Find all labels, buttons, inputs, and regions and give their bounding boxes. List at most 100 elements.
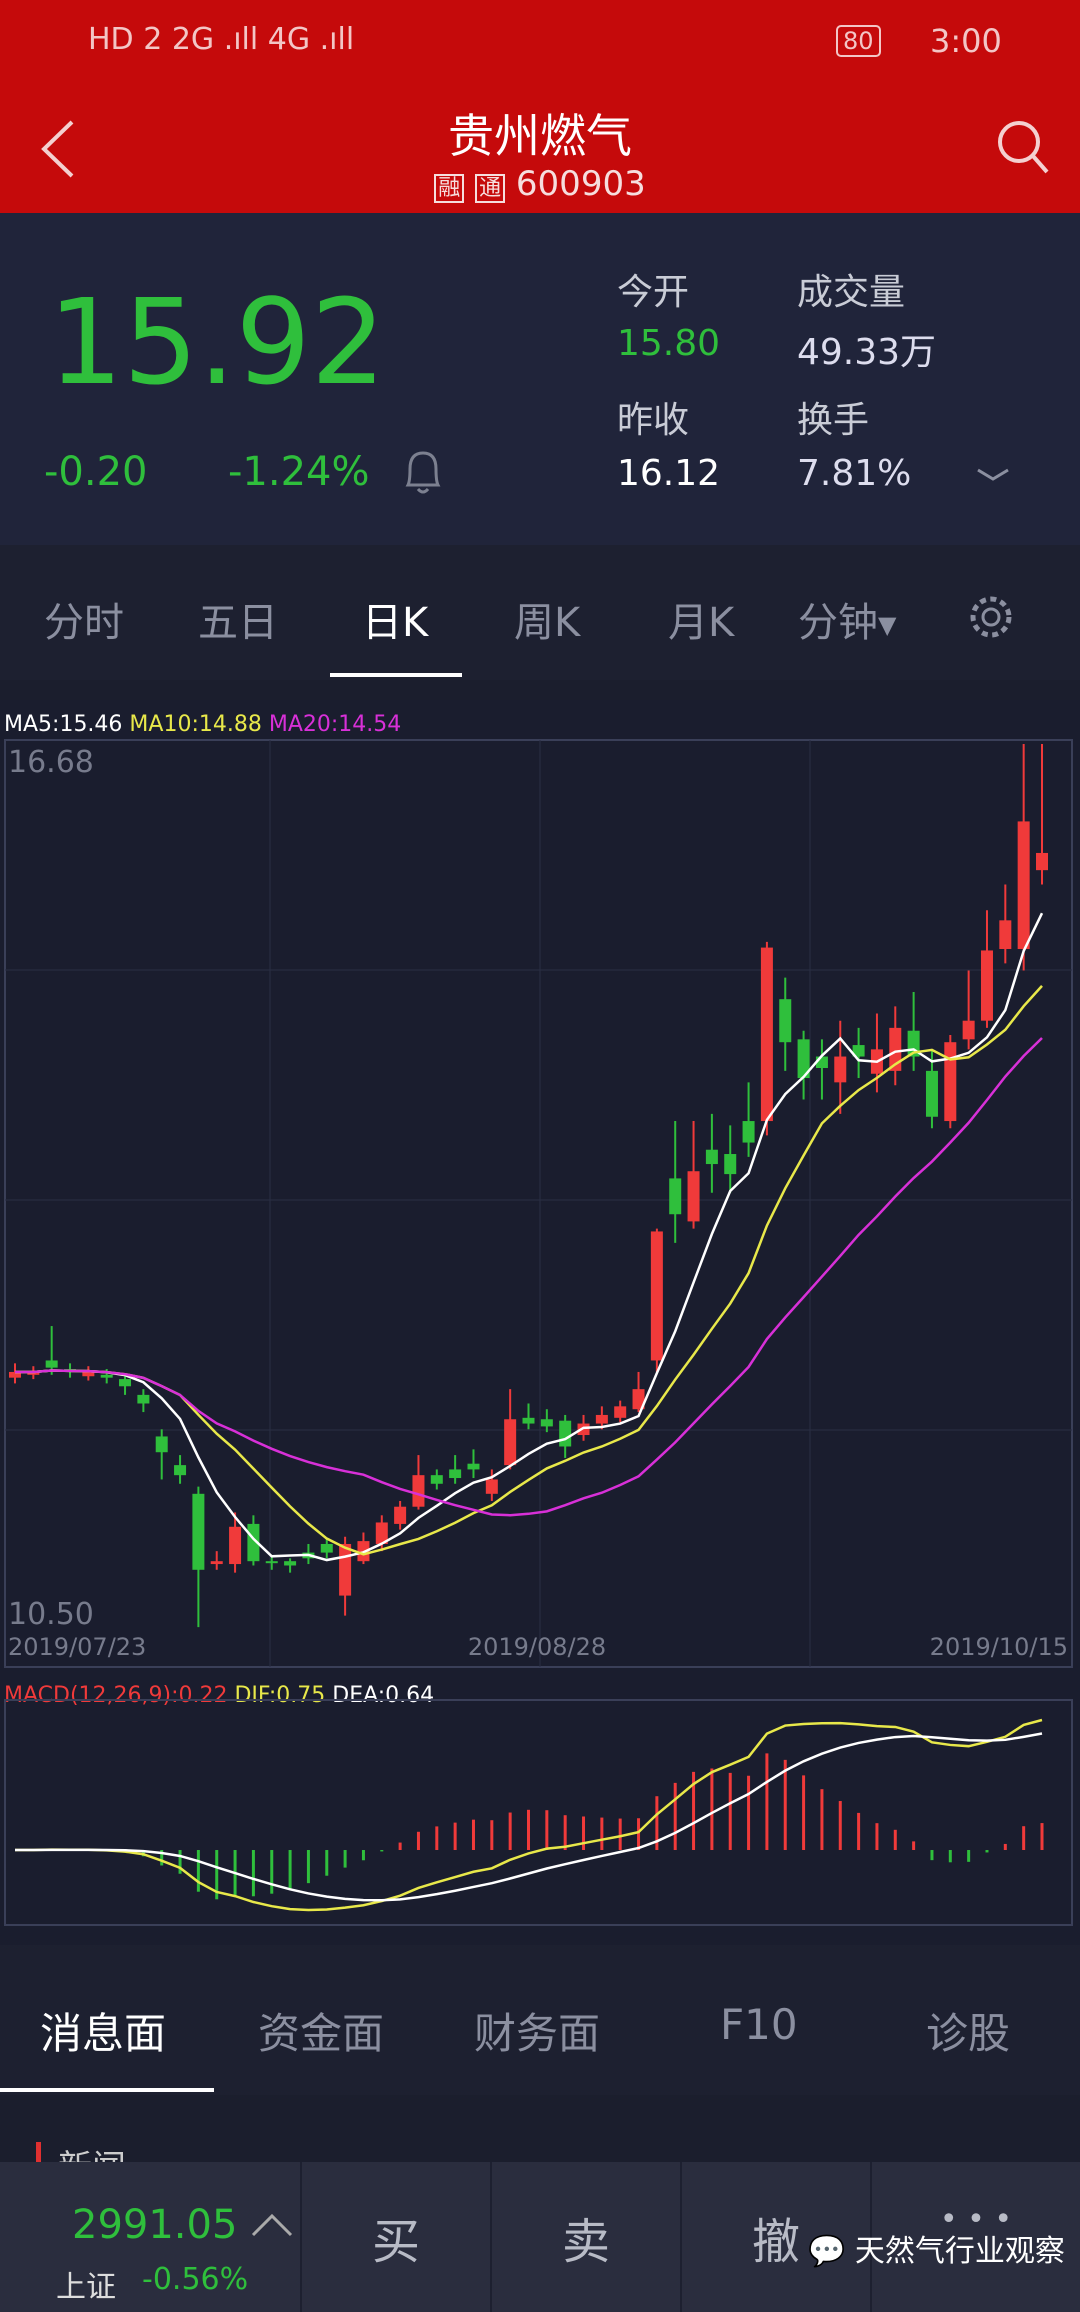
candle-body bbox=[284, 1561, 297, 1566]
buy-button[interactable]: 买 bbox=[300, 2162, 490, 2312]
x-label-end: 2019/10/15 bbox=[930, 1633, 1068, 1661]
candle-body bbox=[669, 1178, 682, 1215]
candle-body bbox=[192, 1493, 205, 1570]
tab-financial[interactable]: 财务面 bbox=[474, 2009, 601, 2058]
info-tabs: 消息面 资金面 财务面 F10 诊股 bbox=[0, 1945, 1080, 2095]
ma5-legend: MA5:15.46 bbox=[4, 712, 123, 737]
chevron-left-icon[interactable] bbox=[40, 118, 76, 180]
ma20-legend: MA20:14.54 bbox=[268, 712, 402, 737]
ma10-legend: MA10:14.88 bbox=[129, 712, 262, 737]
candle-body bbox=[229, 1526, 242, 1565]
price-change-pct: -1.24% bbox=[228, 449, 370, 495]
cancel-order-button[interactable]: 撤 bbox=[680, 2162, 870, 2312]
candle-body bbox=[889, 1027, 902, 1071]
active-info-tab-indicator bbox=[0, 2088, 214, 2092]
candle-body bbox=[687, 1171, 700, 1222]
wechat-icon: 💬 bbox=[808, 2234, 846, 2269]
price-frame bbox=[4, 739, 1073, 1668]
tab-daily-k[interactable]: 日K bbox=[362, 600, 429, 646]
macd-value: MACD(12,26,9):0.22 bbox=[4, 1683, 228, 1708]
candle-body bbox=[320, 1543, 333, 1553]
dif-value: DIF:0.75 bbox=[234, 1683, 326, 1708]
index-ticker[interactable]: 2991.05 上证 -0.56% bbox=[0, 2162, 300, 2312]
candle-body bbox=[797, 1039, 810, 1079]
watermark-text: 天然气行业观察 bbox=[854, 2234, 1065, 2269]
tab-monthly-k[interactable]: 月K bbox=[668, 600, 735, 646]
candle-body bbox=[1036, 852, 1048, 871]
index-value: 2991.05 bbox=[72, 2202, 238, 2248]
last-price: 15.92 bbox=[48, 273, 386, 411]
prev-close-value: 16.12 bbox=[617, 453, 721, 494]
index-pct: -0.56% bbox=[142, 2262, 249, 2297]
open-label: 今开 bbox=[617, 272, 690, 313]
candle-body bbox=[467, 1463, 480, 1470]
y-max-label: 16.68 bbox=[8, 745, 94, 780]
tab-news[interactable]: 消息面 bbox=[40, 2009, 167, 2058]
candle-body bbox=[559, 1420, 572, 1447]
candle-body bbox=[632, 1389, 645, 1410]
candle-body bbox=[100, 1374, 113, 1378]
kline-chart-area[interactable]: MA5:15.46 MA10:14.88 MA20:14.54 MACD(12,… bbox=[0, 700, 1080, 1945]
candle-body bbox=[375, 1522, 388, 1544]
section-marker bbox=[36, 2142, 41, 2172]
app-header: HD 2 2G .ıll 4G .ıll 80 3:00 贵州燃气 融 通 60… bbox=[0, 0, 1080, 213]
quote-panel: 15.92 -0.20 -1.24% 今开 15.80 成交量 49.33万 昨… bbox=[0, 213, 1080, 545]
candle-body bbox=[852, 1045, 865, 1057]
candle-body bbox=[82, 1371, 95, 1377]
tab-minute[interactable]: 分钟▼ bbox=[798, 590, 896, 648]
x-label-start: 2019/07/23 bbox=[8, 1633, 146, 1661]
chevron-down-icon[interactable] bbox=[975, 465, 1011, 485]
candle-body bbox=[980, 950, 993, 1021]
bell-icon[interactable] bbox=[398, 445, 448, 499]
candle-body bbox=[944, 1042, 957, 1122]
y-min-label: 10.50 bbox=[8, 1597, 94, 1632]
candle-body bbox=[394, 1506, 407, 1524]
sell-button[interactable]: 卖 bbox=[490, 2162, 680, 2312]
candle-body bbox=[705, 1149, 718, 1165]
search-icon[interactable] bbox=[995, 118, 1051, 178]
candle-body bbox=[650, 1231, 663, 1361]
candle-body bbox=[339, 1543, 352, 1596]
candle-body bbox=[1017, 821, 1030, 950]
ma10-line bbox=[15, 985, 1043, 1556]
candle-body bbox=[485, 1479, 498, 1494]
candle-body bbox=[724, 1154, 737, 1175]
candle-body bbox=[119, 1379, 132, 1387]
price-change: -0.20 bbox=[44, 449, 148, 495]
tab-minute-label: 分钟 bbox=[798, 600, 878, 646]
caret-down-icon: ▼ bbox=[878, 611, 897, 639]
macd-frame bbox=[4, 1699, 1073, 1926]
candle-body bbox=[504, 1419, 517, 1466]
candle-body bbox=[962, 1020, 975, 1040]
turnover-label: 换手 bbox=[797, 400, 870, 441]
index-name: 上证 bbox=[56, 2270, 116, 2305]
tab-capital[interactable]: 资金面 bbox=[258, 2009, 385, 2058]
stock-code: 600903 bbox=[515, 164, 646, 204]
chevron-up-icon[interactable] bbox=[250, 2212, 294, 2238]
candle-body bbox=[614, 1406, 627, 1418]
gear-icon[interactable] bbox=[966, 592, 1016, 642]
macd-legend: MACD(12,26,9):0.22 DIF:0.75 DEA:0.64 bbox=[4, 1683, 434, 1708]
more-button[interactable]: • • • bbox=[870, 2162, 1080, 2312]
candle-body bbox=[412, 1475, 425, 1507]
tab-five-day[interactable]: 五日 bbox=[198, 600, 278, 646]
ma5-line bbox=[15, 912, 1044, 1562]
candle-body bbox=[522, 1417, 535, 1424]
candle-body bbox=[760, 947, 773, 1122]
tab-f10[interactable]: F10 bbox=[720, 2000, 798, 2049]
volume-label: 成交量 bbox=[797, 272, 906, 313]
stock-code-row: 融 通 600903 bbox=[0, 164, 1080, 204]
battery-icon: 80 bbox=[836, 25, 881, 57]
prev-close-label: 昨收 bbox=[617, 400, 690, 441]
tab-weekly-k[interactable]: 周K bbox=[514, 600, 581, 646]
candle-body bbox=[779, 999, 792, 1043]
tab-intraday[interactable]: 分时 bbox=[44, 600, 124, 646]
stock-name: 贵州燃气 bbox=[448, 109, 632, 163]
tab-diagnose[interactable]: 诊股 bbox=[926, 2009, 1011, 2058]
bottom-trade-bar: 2991.05 上证 -0.56% 买 卖 撤 • • • 💬 天然气行业观察 bbox=[0, 2162, 1080, 2312]
active-tab-indicator bbox=[330, 673, 462, 677]
candle-body bbox=[174, 1465, 187, 1476]
candle-body bbox=[265, 1561, 278, 1564]
candle-body bbox=[155, 1436, 168, 1453]
candle-body bbox=[45, 1360, 58, 1368]
